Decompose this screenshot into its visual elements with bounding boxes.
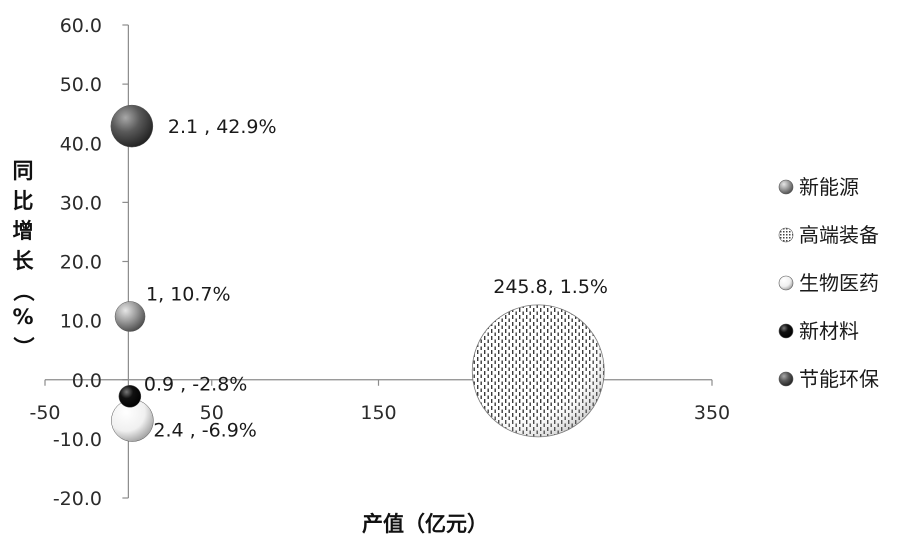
legend-marker xyxy=(778,227,794,243)
y-tick-label: 50.0 xyxy=(60,74,102,96)
y-tick-label: 0.0 xyxy=(72,370,102,392)
y-tick-label: 60.0 xyxy=(60,15,102,37)
y-tick-label: -10.0 xyxy=(53,429,102,451)
y-tick-label: 30.0 xyxy=(60,192,102,214)
y-axis-title-char: 同 xyxy=(13,159,34,183)
y-axis-title-char: （ xyxy=(11,281,35,302)
y-tick-label: -20.0 xyxy=(53,488,102,510)
y-tick-label: 20.0 xyxy=(60,252,102,274)
bubble-medium-gray xyxy=(114,301,146,332)
y-axis-title-char: ） xyxy=(11,337,35,358)
y-tick-label: 40.0 xyxy=(60,133,102,155)
x-tick-label: -50 xyxy=(29,402,60,424)
y-axis-title-char: 长 xyxy=(13,249,35,273)
legend-label: 新材料 xyxy=(799,319,859,343)
y-axis-title-char: 比 xyxy=(13,189,34,213)
data-label: 2.4 , -6.9% xyxy=(153,420,256,442)
x-tick-label: 150 xyxy=(360,402,396,424)
x-tick-label: 50 xyxy=(200,402,224,424)
legend-label: 高端装备 xyxy=(799,223,879,247)
bubble-shading xyxy=(472,304,605,437)
legend-label: 生物医药 xyxy=(799,271,879,295)
data-label: 1, 10.7% xyxy=(146,283,231,305)
x-tick-label: 350 xyxy=(694,402,730,424)
bubble-black xyxy=(118,385,142,408)
legend-label: 新能源 xyxy=(799,175,859,199)
y-axis-title-char: % xyxy=(12,305,33,329)
data-label: 2.1 , 42.9% xyxy=(168,116,277,138)
x-axis-title: 产值（亿元） xyxy=(362,512,488,536)
legend-marker xyxy=(778,371,794,387)
legend-marker xyxy=(778,275,794,291)
data-label: 0.9 , -2.8% xyxy=(144,373,247,395)
legend-marker xyxy=(778,323,794,339)
y-axis-title-char: 增 xyxy=(13,219,34,243)
bubble-dark-gray xyxy=(110,104,154,148)
y-tick-label: 10.0 xyxy=(60,311,102,333)
legend-marker xyxy=(778,179,794,195)
data-label: 245.8, 1.5% xyxy=(493,276,608,298)
legend-label: 节能环保 xyxy=(799,367,879,391)
